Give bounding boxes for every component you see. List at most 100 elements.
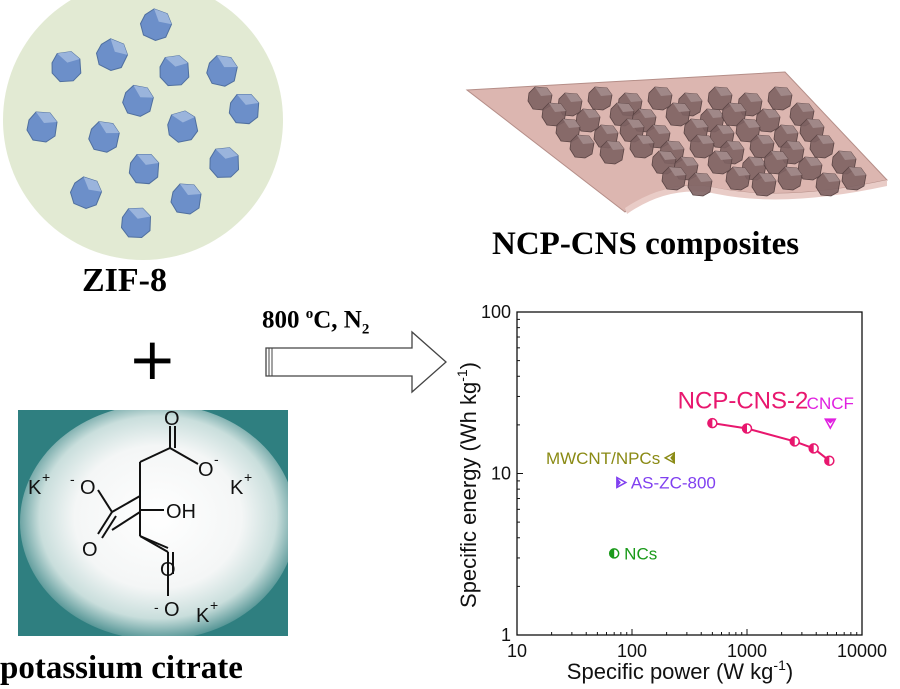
atom-oh: OH (166, 501, 196, 523)
series-label: NCs (624, 544, 657, 563)
data-point (707, 417, 718, 429)
data-point (824, 455, 835, 466)
composite-particle (569, 134, 595, 159)
composite-particle (687, 172, 713, 197)
plus-sign: + (128, 325, 177, 393)
composite-particle (599, 140, 625, 165)
x-tick-label: 100 (617, 641, 647, 661)
x-tick-label: 1000 (727, 641, 767, 661)
composite-particle (751, 172, 777, 197)
data-point (808, 443, 819, 454)
composite-particle (629, 134, 655, 159)
zif8-illustration (3, 0, 283, 260)
series-line (712, 422, 830, 462)
atom-o-minus-right: O (198, 459, 214, 481)
k-bottom-sup: + (210, 597, 218, 613)
zif8-crystal (170, 183, 202, 215)
data-point (741, 423, 753, 434)
data-point (608, 548, 620, 559)
x-tick-label: 10000 (837, 641, 887, 661)
y-axis-label: Specific energy (Wh kg-1) (454, 362, 481, 608)
zif8-crystal (51, 51, 82, 83)
minus-bottom: - (154, 599, 159, 615)
zif8-crystals (26, 8, 260, 239)
y-tick-label: 10 (491, 464, 511, 484)
zif8-crystal (128, 153, 160, 185)
composite-particles (527, 86, 867, 197)
zif8-crystal (120, 207, 152, 239)
composite-particle (689, 134, 715, 159)
condition-subscript: 2 (361, 321, 370, 338)
minus-right: - (214, 451, 219, 467)
composite-particle (809, 134, 835, 159)
data-point (824, 418, 837, 430)
composite-particle (587, 86, 613, 111)
atom-o-top: O (164, 410, 180, 430)
composite-particle (707, 150, 733, 175)
atom-o-minus-left: O (80, 477, 96, 499)
atom-o-left: O (82, 539, 98, 561)
data-point (663, 451, 675, 465)
k-right: K (230, 477, 244, 499)
data-point (789, 436, 800, 447)
composite-particle (707, 86, 733, 111)
composite-particle (735, 118, 761, 143)
series-label: AS-ZC-800 (631, 473, 716, 492)
series-label: CNCF (807, 394, 854, 413)
zif8-crystal (26, 111, 58, 143)
composite-particle (647, 86, 673, 111)
zif8-label: ZIF-8 (82, 262, 167, 299)
series-label: NCP-CNS-2 (678, 387, 809, 414)
citrate-label: potassium citrate (0, 650, 243, 686)
citrate-photo: O O - K + K + - O OH O O - O K + (18, 410, 288, 636)
condition-unit: C, N (313, 306, 362, 334)
composite-particle (527, 86, 553, 111)
atom-o-minus-bottom: O (164, 599, 180, 621)
x-tick-label: 10 (507, 641, 527, 661)
data-point (616, 476, 628, 489)
x-axis-label: Specific power (W kg-1) (567, 657, 793, 684)
k-right-sup: + (244, 469, 252, 485)
zif8-crystal (228, 93, 260, 125)
zif8-crystal (122, 84, 154, 117)
k-left: K (28, 477, 42, 499)
composite-illustration (465, 71, 888, 214)
condition-temp: 800 (262, 306, 306, 334)
composite-particle (541, 102, 567, 127)
condition-degree: o (305, 306, 314, 322)
zif8-crystal (95, 38, 129, 71)
citrate-atom-labels: O O - K + K + - O OH O O - O K + (28, 410, 252, 627)
composite-particle (725, 166, 751, 191)
zif8-crystal (159, 55, 190, 87)
k-bottom: K (196, 605, 210, 627)
composite-particle (815, 172, 841, 197)
composite-particle (661, 166, 687, 191)
composite-particle (749, 134, 775, 159)
k-left-sup: + (42, 469, 50, 485)
minus-left: - (70, 471, 75, 487)
zif8-crystal (206, 55, 238, 87)
composite-particle (721, 102, 747, 127)
composite-particle (575, 108, 601, 133)
composite-particle (777, 166, 803, 191)
citrate-bonds (97, 426, 199, 596)
series-label: MWCNT/NPCs (546, 449, 660, 468)
zif8-crystal (209, 147, 240, 178)
reaction-arrow (265, 330, 447, 394)
y-tick-label: 100 (481, 302, 511, 322)
composite-label: NCP-CNS composites (492, 226, 800, 262)
composite-particle (767, 86, 793, 111)
zif8-crystal (139, 8, 173, 42)
composite-particle (841, 166, 867, 191)
atom-o-bottom: O (160, 559, 176, 581)
powder-pile (20, 410, 288, 636)
reaction-condition: 800 oC, N2 (262, 306, 369, 338)
zif8-crystal (69, 176, 103, 210)
zif8-crystal (88, 121, 120, 153)
composite-particle (665, 102, 691, 127)
zif8-crystal (167, 110, 199, 143)
y-tick-label: 1 (501, 625, 511, 645)
